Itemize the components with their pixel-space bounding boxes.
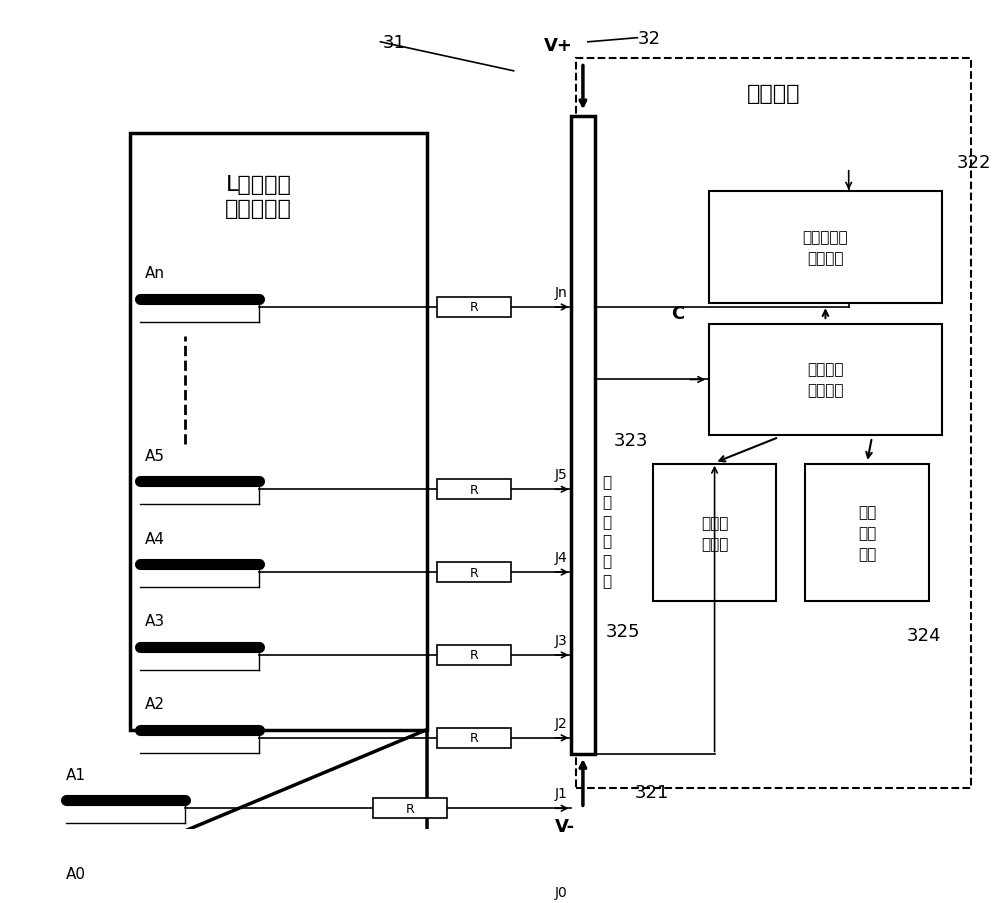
- Text: J2: J2: [555, 716, 568, 730]
- Bar: [653, 465, 776, 601]
- Text: 31: 31: [382, 33, 405, 51]
- Text: R: R: [405, 901, 414, 903]
- Bar: [437, 646, 511, 666]
- Text: 322: 322: [957, 154, 991, 172]
- Text: R: R: [470, 483, 478, 497]
- Bar: [373, 798, 447, 818]
- Text: V+: V+: [544, 37, 573, 55]
- Text: 无线
通讯
接口: 无线 通讯 接口: [858, 505, 876, 562]
- Text: 321: 321: [635, 784, 669, 802]
- Text: A3: A3: [145, 614, 165, 628]
- Text: A2: A2: [145, 696, 165, 712]
- Text: 转换开关矩
阵控制器: 转换开关矩 阵控制器: [803, 229, 848, 265]
- Text: A0: A0: [66, 866, 86, 881]
- Text: R: R: [405, 802, 414, 815]
- Bar: [709, 191, 942, 303]
- Bar: [437, 298, 511, 318]
- Bar: [437, 479, 511, 499]
- Text: 324: 324: [907, 627, 941, 644]
- Text: J5: J5: [555, 468, 568, 481]
- Text: A5: A5: [145, 448, 165, 463]
- Text: J0: J0: [555, 886, 568, 899]
- Bar: [437, 728, 511, 748]
- Text: Jn: Jn: [555, 285, 568, 300]
- Text: 转
换
开
关
矩
阵: 转 换 开 关 矩 阵: [602, 475, 611, 589]
- Text: R: R: [470, 566, 478, 579]
- Text: L型降水量
判断传感器: L型降水量 判断传感器: [225, 175, 292, 219]
- Text: 判断分析
处理单元: 判断分析 处理单元: [807, 362, 844, 398]
- Text: 323: 323: [613, 431, 648, 449]
- Bar: [373, 898, 447, 903]
- Text: J4: J4: [555, 550, 568, 564]
- Text: 数据输
出单元: 数据输 出单元: [701, 516, 728, 551]
- Text: J3: J3: [555, 633, 568, 647]
- Text: V-: V-: [555, 816, 575, 834]
- Bar: [571, 117, 595, 755]
- Text: A1: A1: [66, 767, 86, 782]
- Text: R: R: [470, 731, 478, 744]
- Text: 监控单元: 监控单元: [747, 84, 800, 104]
- Bar: [709, 324, 942, 436]
- Text: C: C: [671, 305, 684, 323]
- Bar: [576, 60, 971, 787]
- Bar: [805, 465, 929, 601]
- Text: J1: J1: [555, 787, 568, 800]
- Text: R: R: [470, 648, 478, 662]
- Text: An: An: [145, 266, 165, 281]
- Bar: [437, 563, 511, 582]
- Text: R: R: [470, 301, 478, 314]
- Text: 325: 325: [606, 622, 640, 640]
- Text: A4: A4: [145, 531, 165, 546]
- Text: 32: 32: [637, 30, 660, 48]
- Bar: [130, 134, 427, 730]
